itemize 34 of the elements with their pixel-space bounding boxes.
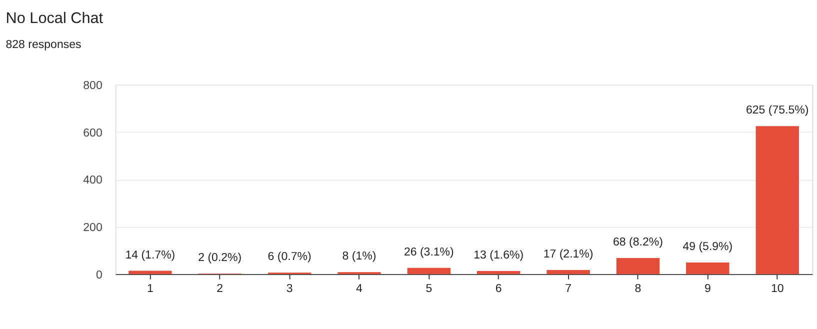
x-tick-label: 4 xyxy=(356,282,364,295)
bar xyxy=(686,262,730,274)
data-label: 8 (1%) xyxy=(342,250,376,263)
bar xyxy=(616,258,660,274)
bar xyxy=(756,126,799,274)
data-label: 625 (75.5%) xyxy=(746,104,809,117)
data-label: 49 (5.9%) xyxy=(682,240,733,253)
x-tick-label: 7 xyxy=(565,282,572,295)
x-tick-label: 2 xyxy=(216,282,224,295)
chart-subtitle: 828 responses xyxy=(6,39,82,52)
y-tick-label: 600 xyxy=(83,127,102,140)
bar xyxy=(477,270,520,274)
bar xyxy=(407,268,451,274)
data-label: 68 (8.2%) xyxy=(613,236,664,248)
y-tick-label: 0 xyxy=(96,269,102,282)
y-tick-label: 200 xyxy=(83,222,102,234)
x-tick-label: 8 xyxy=(634,282,642,295)
data-label: 2 (0.2%) xyxy=(198,252,242,264)
bar xyxy=(128,270,172,274)
x-tick-label: 10 xyxy=(770,282,784,295)
x-tick-label: 5 xyxy=(426,282,432,295)
y-tick-label: 400 xyxy=(83,174,102,187)
data-label: 17 (2.1%) xyxy=(543,248,594,261)
y-tick-label: 800 xyxy=(83,80,102,92)
x-tick-label: 9 xyxy=(704,282,711,295)
data-label: 6 (0.7%) xyxy=(268,251,312,264)
bar xyxy=(546,270,590,274)
x-tick-label: 1 xyxy=(146,282,154,295)
data-label: 13 (1.6%) xyxy=(474,249,524,262)
x-tick-label: 3 xyxy=(286,282,293,295)
x-tick-label: 6 xyxy=(495,282,502,295)
data-label: 26 (3.1%) xyxy=(404,246,454,258)
data-label: 14 (1.7%) xyxy=(125,249,176,262)
chart-title: No Local Chat xyxy=(6,10,104,28)
